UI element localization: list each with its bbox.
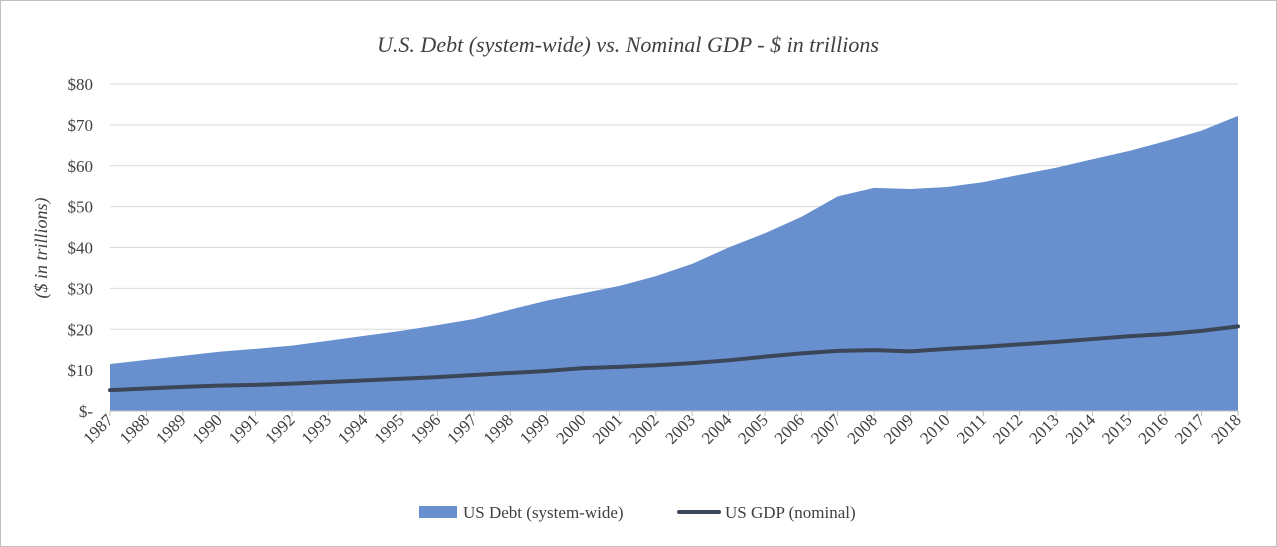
y-tick-label: $80 bbox=[68, 75, 94, 94]
x-tick-label: 2015 bbox=[1098, 410, 1135, 447]
x-axis bbox=[109, 410, 1239, 416]
chart-title: U.S. Debt (system-wide) vs. Nominal GDP … bbox=[377, 32, 879, 57]
x-tick-label: 1988 bbox=[116, 410, 153, 447]
x-tick-label: 2006 bbox=[771, 410, 808, 447]
debt-area bbox=[110, 115, 1238, 411]
x-tick-label: 1999 bbox=[516, 410, 553, 447]
x-tick-label: 2011 bbox=[953, 410, 990, 447]
x-tick-label: 1996 bbox=[407, 410, 444, 447]
legend: US Debt (system-wide) US GDP (nominal) bbox=[419, 503, 856, 522]
x-tick-label: 1995 bbox=[370, 410, 407, 447]
x-tick-label: 2007 bbox=[807, 410, 845, 448]
x-tick-label: 1991 bbox=[225, 410, 262, 447]
x-tick-label: 2017 bbox=[1171, 410, 1209, 448]
y-tick-label: $10 bbox=[68, 361, 94, 380]
x-tick-label: 2005 bbox=[734, 410, 771, 447]
x-tick-label: 1998 bbox=[480, 410, 517, 447]
y-tick-label: $70 bbox=[68, 116, 94, 135]
x-tick-label: 2016 bbox=[1135, 410, 1172, 447]
x-tick-label: 1994 bbox=[334, 410, 372, 448]
x-tick-label: 2013 bbox=[1025, 410, 1062, 447]
x-tick-label: 2008 bbox=[843, 410, 880, 447]
x-tick-label: 2003 bbox=[662, 410, 699, 447]
x-tick-label: 1997 bbox=[443, 410, 481, 448]
x-tick-label: 2014 bbox=[1062, 410, 1100, 448]
x-tick-label: 2000 bbox=[552, 410, 589, 447]
legend-label-debt: US Debt (system-wide) bbox=[463, 503, 624, 522]
plot-area bbox=[108, 115, 1240, 411]
x-tick-label: 2009 bbox=[880, 410, 917, 447]
x-tick-label: 1990 bbox=[189, 410, 226, 447]
y-tick-label: $60 bbox=[68, 157, 94, 176]
x-tick-label: 2018 bbox=[1207, 410, 1244, 447]
x-tick-label: 1989 bbox=[152, 410, 189, 447]
y-tick-label: $50 bbox=[68, 198, 94, 217]
y-tick-label: $40 bbox=[68, 239, 94, 258]
y-tick-label: $- bbox=[79, 402, 94, 421]
y-tick-label: $20 bbox=[68, 320, 94, 339]
x-tick-label: 2004 bbox=[698, 410, 736, 448]
y-axis-ticks: $- $10 $20 $30 $40 $50 $60 $70 $80 bbox=[68, 75, 94, 421]
x-tick-label: 2012 bbox=[989, 410, 1026, 447]
y-axis-label: ($ in trillions) bbox=[31, 197, 52, 298]
x-tick-label: 2002 bbox=[625, 410, 662, 447]
y-tick-label: $30 bbox=[68, 279, 94, 298]
x-tick-label: 2001 bbox=[589, 410, 626, 447]
legend-swatch-debt bbox=[419, 506, 457, 518]
legend-label-gdp: US GDP (nominal) bbox=[725, 503, 856, 522]
x-tick-label: 1992 bbox=[261, 410, 298, 447]
x-tick-label: 1993 bbox=[298, 410, 335, 447]
gdp-line bbox=[108, 324, 1240, 393]
x-axis-ticks: 1987198819891990199119921993199419951996… bbox=[79, 410, 1244, 448]
x-tick-label: 2010 bbox=[916, 410, 953, 447]
